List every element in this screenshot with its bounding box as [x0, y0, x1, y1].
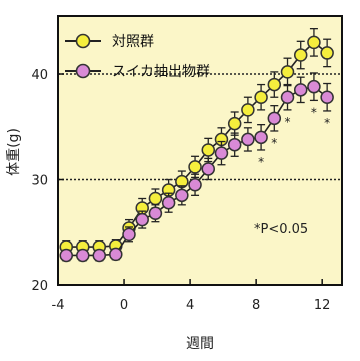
x-tick-label: 12	[314, 298, 331, 313]
data-point-watermelon	[161, 195, 176, 210]
y-tick-label: 20	[31, 279, 48, 294]
significance-asterisk: *	[311, 105, 317, 119]
data-point-watermelon	[293, 83, 308, 97]
data-point-control	[320, 46, 334, 60]
data-point-control	[254, 90, 268, 104]
y-tick-label: 40	[31, 68, 48, 83]
x-tick-label: -4	[52, 298, 65, 313]
legend-marker-watermelon	[75, 63, 91, 79]
y-tick-label: 30	[31, 174, 48, 189]
series-layer	[59, 28, 334, 263]
significance-asterisk: *	[258, 155, 264, 169]
data-point-watermelon	[148, 206, 163, 221]
significance-markers: * * * * *	[258, 105, 330, 169]
data-point-watermelon	[201, 162, 216, 176]
data-point-control	[227, 116, 242, 131]
p-value-annotation: *P<0.05	[254, 222, 308, 237]
data-point-watermelon	[175, 188, 189, 203]
data-point-watermelon	[59, 248, 74, 263]
data-point-control	[280, 65, 295, 79]
legend-marker-control	[75, 33, 91, 49]
legend-label-control: 対照群	[112, 34, 154, 50]
plot-frame	[57, 15, 343, 286]
data-point-watermelon	[254, 130, 268, 145]
data-point-watermelon	[241, 132, 255, 147]
x-tick-label: 8	[252, 298, 260, 313]
y-axis-title: 体重(g)	[6, 128, 22, 176]
data-point-control	[293, 48, 308, 62]
data-point-watermelon	[227, 137, 242, 152]
tick-layer: -4 0 4 8 12 20 30 40	[31, 68, 330, 313]
significance-asterisk: *	[285, 115, 291, 129]
data-point-watermelon	[214, 146, 229, 160]
data-point-watermelon	[122, 227, 136, 242]
data-point-watermelon	[135, 212, 149, 227]
data-point-watermelon	[188, 178, 202, 192]
data-point-watermelon	[280, 90, 295, 104]
x-axis-title: 週間	[186, 336, 214, 352]
data-point-watermelon	[92, 248, 107, 263]
x-tick-label: 0	[120, 298, 128, 313]
data-point-control	[267, 77, 282, 92]
data-point-watermelon	[76, 248, 90, 263]
plot-background	[58, 16, 342, 285]
significance-asterisk: *	[271, 136, 277, 150]
data-point-control	[148, 191, 163, 206]
data-point-watermelon	[307, 79, 321, 94]
data-point-control	[201, 143, 216, 157]
data-point-watermelon	[320, 90, 334, 104]
legend-label-watermelon: スイカ抽出物群	[112, 64, 210, 80]
significance-asterisk: *	[324, 116, 330, 130]
data-point-watermelon	[267, 111, 282, 126]
data-point-watermelon	[109, 247, 123, 262]
legend: 対照群 スイカ抽出物群	[65, 33, 210, 80]
x-tick-label: 4	[186, 298, 194, 313]
series-watermelon	[59, 72, 334, 263]
data-point-control	[241, 103, 255, 117]
data-point-control	[307, 35, 321, 50]
data-point-control	[188, 160, 202, 174]
